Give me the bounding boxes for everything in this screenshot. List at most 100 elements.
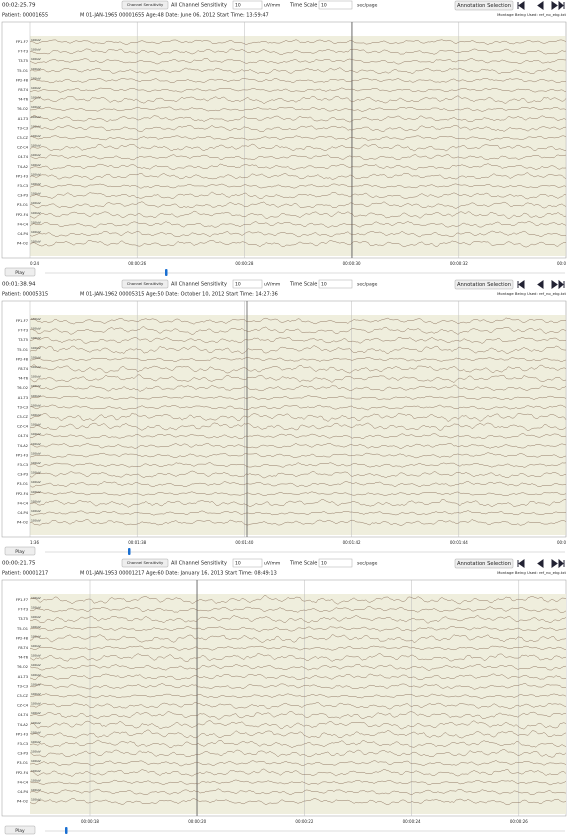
eeg-trace — [29, 374, 567, 383]
play-label: Play — [15, 549, 25, 555]
scale-label: 100uV — [31, 105, 42, 109]
eeg-trace — [29, 711, 567, 720]
slider-knob[interactable] — [128, 548, 131, 555]
channel-label: CZ-C4 — [17, 425, 29, 429]
eeg-trace — [29, 595, 567, 605]
eeg-trace — [29, 442, 567, 449]
annotation-button[interactable] — [454, 279, 514, 290]
eeg-trace — [29, 422, 567, 432]
eeg-trace — [29, 337, 567, 344]
scale-label: 100uV — [31, 499, 42, 503]
patient-info: M 01-JAN-1965 00001655 Age:48 Date: June… — [80, 13, 269, 19]
navigation-button[interactable] — [551, 280, 558, 289]
scale-label: 100uV — [31, 57, 42, 61]
eeg-trace — [29, 48, 567, 55]
time-label: 00:0 — [557, 261, 566, 266]
eeg-trace — [29, 106, 567, 112]
channel-label: C3-CZ — [17, 694, 29, 698]
navigation-button[interactable] — [558, 0, 565, 11]
scale-label: 100uV — [31, 769, 42, 773]
channel-label: F4-C4 — [18, 222, 29, 226]
scale-label: 100uV — [31, 490, 42, 494]
channel-label: T5-O1 — [16, 69, 28, 73]
channel-label: FP2-F4 — [16, 771, 29, 775]
channel-label: P3-O1 — [17, 482, 28, 486]
time-label: 00:00:18 — [81, 819, 99, 824]
sensitivity-select[interactable] — [232, 0, 263, 10]
time-label: 00:00:28 — [235, 261, 253, 266]
play-button[interactable] — [4, 825, 36, 835]
channel-sensitivity-button-label: Channel Sensitivity — [127, 560, 164, 565]
navigation-button[interactable] — [558, 279, 565, 290]
scale-label: 100uV — [31, 346, 42, 350]
navigation-button[interactable] — [517, 559, 525, 568]
annotation-button[interactable] — [454, 0, 514, 11]
scale-label: 100uV — [31, 163, 42, 167]
navigation-button[interactable] — [558, 558, 565, 569]
scale-label: 100uV — [31, 76, 42, 80]
sensitivity-value: 10 — [235, 282, 241, 288]
scale-label: 100uV — [31, 192, 42, 196]
time-label: 00:01:38 — [128, 540, 146, 545]
time-scale-select[interactable] — [318, 279, 353, 289]
channel-label: C4-T4 — [18, 155, 29, 159]
slider-knob[interactable] — [165, 269, 168, 276]
navigation-button[interactable] — [537, 280, 544, 289]
play-button[interactable] — [4, 546, 36, 556]
scale-label: 100uV — [31, 115, 42, 119]
navigation-button[interactable] — [537, 559, 544, 568]
time-label: 00:00:30 — [343, 261, 361, 266]
channel-label: FP1-F7 — [16, 319, 28, 323]
eeg-trace — [29, 115, 567, 123]
navigation-button[interactable] — [537, 1, 544, 10]
scale-label: 100uV — [31, 86, 42, 90]
scale-label: 100uV — [31, 336, 42, 340]
channel-label: FP2-F4 — [16, 492, 29, 496]
scale-label: 100uV — [31, 201, 42, 205]
scale-label: 100uV — [31, 673, 42, 677]
eeg-trace — [29, 154, 567, 161]
sensitivity-select[interactable] — [232, 279, 263, 289]
scale-label: 100uV — [31, 124, 42, 128]
panel: 00:01:38.94 Channel Sensitivity All Channe… — [1, 279, 567, 556]
channel-label: F7-T3 — [18, 329, 28, 333]
play-button[interactable] — [4, 267, 36, 277]
scale-label: 100uV — [31, 230, 42, 234]
sensitivity-label: All Channel Sensitivity — [171, 282, 227, 288]
plot-area — [30, 36, 566, 256]
channel-label: C4-P4 — [17, 511, 28, 515]
navigation-button[interactable] — [517, 1, 525, 10]
scale-label: 100uV — [31, 172, 42, 176]
scale-label: 100uV — [31, 67, 42, 71]
channel-sensitivity-button[interactable] — [121, 558, 169, 568]
channel-sensitivity-button[interactable] — [121, 0, 169, 10]
channel-label: C3-CZ — [17, 136, 29, 140]
eeg-trace — [29, 163, 567, 171]
eeg-trace — [29, 404, 567, 411]
scale-label: 100uV — [31, 730, 42, 734]
sensitivity-select[interactable] — [232, 558, 263, 568]
channel-label: T4-A2 — [17, 444, 28, 448]
time-scale-unit: sec/page — [357, 3, 378, 9]
eeg-trace — [29, 172, 567, 180]
eeg-trace — [29, 221, 567, 228]
navigation-button[interactable] — [517, 280, 525, 289]
patient-info: M 01-JAN-1953 00001217 Age:60 Date: Janu… — [80, 571, 277, 577]
annotation-button[interactable] — [454, 558, 514, 569]
navigation-button[interactable] — [551, 559, 558, 568]
eeg-trace — [29, 673, 567, 680]
time-scale-select[interactable] — [318, 558, 353, 568]
patient-info: M 01-JAN-1962 00005315 Age:50 Date: Octo… — [80, 292, 278, 298]
navigation-button[interactable] — [551, 1, 558, 10]
scale-label: 100uV — [31, 220, 42, 224]
slider-knob[interactable] — [65, 827, 68, 834]
channel-sensitivity-button[interactable] — [121, 279, 169, 289]
channel-label: CZ-C4 — [17, 704, 29, 708]
play-label: Play — [15, 828, 25, 834]
channel-label: T3-C3 — [16, 126, 28, 130]
scale-label: 100uV — [31, 134, 42, 138]
time-scale-select[interactable] — [318, 0, 353, 10]
channel-label: CZ-C4 — [17, 146, 29, 150]
time-label: 00:00:24 — [403, 819, 421, 824]
